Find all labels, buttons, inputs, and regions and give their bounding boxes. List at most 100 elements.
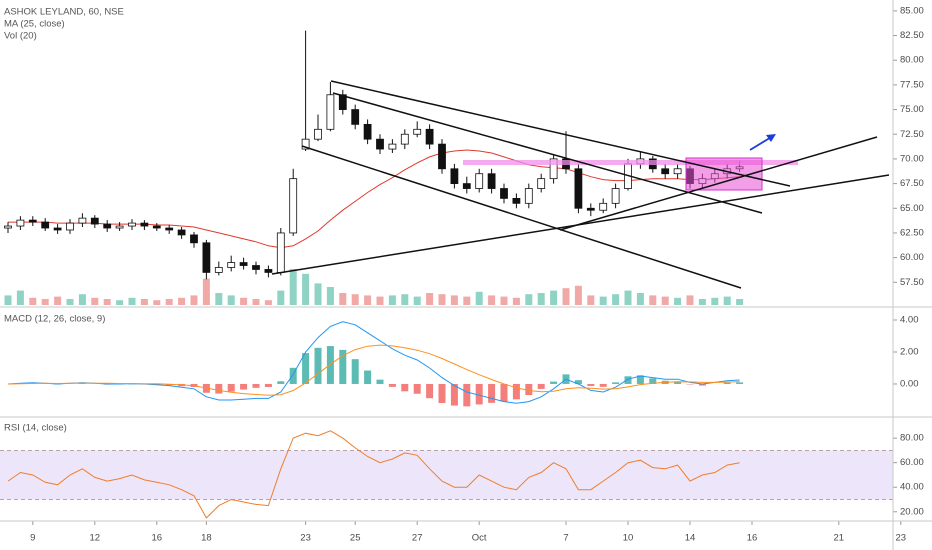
- candle-body: [586, 207, 595, 211]
- y-tick-label: 80.00: [900, 433, 924, 444]
- volume-bar: [686, 295, 694, 305]
- candle-body: [462, 183, 471, 189]
- macd-histogram-bar: [500, 383, 508, 402]
- candle-body: [500, 188, 508, 199]
- volume-bar: [426, 293, 434, 305]
- macd-histogram-bar: [674, 381, 682, 384]
- macd-histogram-bar: [413, 383, 421, 394]
- macd-histogram-bar: [302, 353, 310, 384]
- candle-body: [611, 188, 620, 204]
- candle-body: [512, 197, 521, 204]
- macd-histogram-bar: [649, 378, 657, 384]
- candle-body: [227, 262, 236, 268]
- volume-bar: [624, 290, 632, 305]
- trend-line: [559, 136, 878, 231]
- volume-bar: [438, 294, 446, 305]
- volume-bar: [450, 295, 458, 305]
- volume-bar: [227, 295, 235, 305]
- volume-bar: [587, 295, 595, 305]
- candle-body: [4, 225, 12, 229]
- y-tick-label: 82.50: [900, 30, 924, 41]
- volume-bar: [140, 299, 148, 305]
- arrow-head: [766, 134, 776, 142]
- volume-bar: [116, 300, 124, 305]
- candle-body: [202, 242, 211, 273]
- rsi-legend: RSI (14, close): [4, 423, 67, 434]
- candle-body: [351, 109, 360, 125]
- candle-body: [301, 138, 310, 150]
- volume-bar: [612, 294, 620, 305]
- x-tick-label: 7: [563, 533, 568, 544]
- y-tick-label: 20.00: [900, 506, 924, 517]
- volume-bar: [339, 293, 347, 305]
- trend-line: [332, 92, 763, 214]
- volume-bar: [698, 299, 706, 305]
- volume-bar: [289, 269, 297, 305]
- candle-body: [115, 225, 124, 229]
- macd-legend: MACD (12, 26, close, 9): [4, 314, 105, 325]
- volume-bar: [326, 287, 334, 305]
- x-tick-label: 16: [152, 533, 163, 544]
- chart-title: ASHOK LEYLAND, 60, NSE: [4, 7, 124, 18]
- macd-histogram-bar: [388, 383, 396, 387]
- signal-line: [7, 344, 740, 396]
- macd-histogram-bar: [736, 382, 744, 384]
- volume-bar: [364, 295, 372, 305]
- candle-body: [214, 267, 223, 273]
- volume-bar: [599, 296, 607, 305]
- volume-bar: [302, 273, 310, 305]
- macd-histogram-bar: [289, 367, 297, 384]
- volume-bar: [463, 296, 471, 305]
- volume-bar: [128, 297, 136, 305]
- y-tick-label: 0.00: [900, 378, 919, 389]
- macd-histogram-bar: [537, 383, 545, 389]
- volume-bar: [91, 297, 99, 305]
- volume-bar: [190, 295, 198, 305]
- y-tick-label: 77.50: [900, 79, 924, 90]
- macd-line: [7, 321, 740, 404]
- macd-histogram-bar: [698, 383, 706, 386]
- macd-histogram-bar: [438, 383, 446, 404]
- candle-body: [239, 262, 248, 266]
- volume-bar: [178, 297, 186, 305]
- macd-histogram-bar: [636, 375, 644, 384]
- volume-bar: [550, 290, 558, 305]
- candle-body: [413, 128, 422, 135]
- y-tick-label: 85.00: [900, 5, 924, 16]
- volume-bar: [500, 296, 508, 305]
- volume-bar: [388, 295, 396, 305]
- macd-histogram-bar: [574, 380, 582, 384]
- volume-bar: [376, 296, 384, 305]
- volume-bar: [723, 296, 731, 305]
- macd-histogram-bar: [277, 381, 285, 384]
- y-tick-label: 57.50: [900, 277, 924, 288]
- volume-bar: [54, 296, 62, 305]
- macd-histogram-bar: [240, 383, 248, 390]
- y-tick-label: 62.50: [900, 227, 924, 238]
- candle-body: [326, 94, 335, 130]
- volume-bar: [264, 300, 272, 305]
- candle-body: [537, 178, 546, 189]
- macd-histogram-bar: [326, 346, 334, 384]
- y-tick-label: 60.00: [900, 457, 924, 468]
- volume-bar: [153, 300, 161, 305]
- y-tick-label: 70.00: [900, 153, 924, 164]
- trend-drawings: [271, 80, 890, 289]
- candle-body: [28, 219, 37, 223]
- y-tick-label: 2.00: [900, 346, 919, 357]
- volume-bar: [413, 296, 421, 305]
- volume-bar: [736, 299, 744, 305]
- trend-line: [330, 80, 791, 187]
- candle-body: [661, 168, 670, 175]
- x-tick-label: Oct: [472, 533, 487, 544]
- candle-body: [400, 133, 409, 145]
- volume-bar: [314, 283, 322, 305]
- candle-body: [252, 265, 260, 270]
- candle-body: [103, 223, 112, 229]
- candle-body: [128, 222, 136, 227]
- candle-body: [165, 227, 174, 231]
- candle-body: [41, 221, 50, 229]
- y-tick-label: 65.00: [900, 203, 924, 214]
- x-tick-label: 23: [896, 533, 907, 544]
